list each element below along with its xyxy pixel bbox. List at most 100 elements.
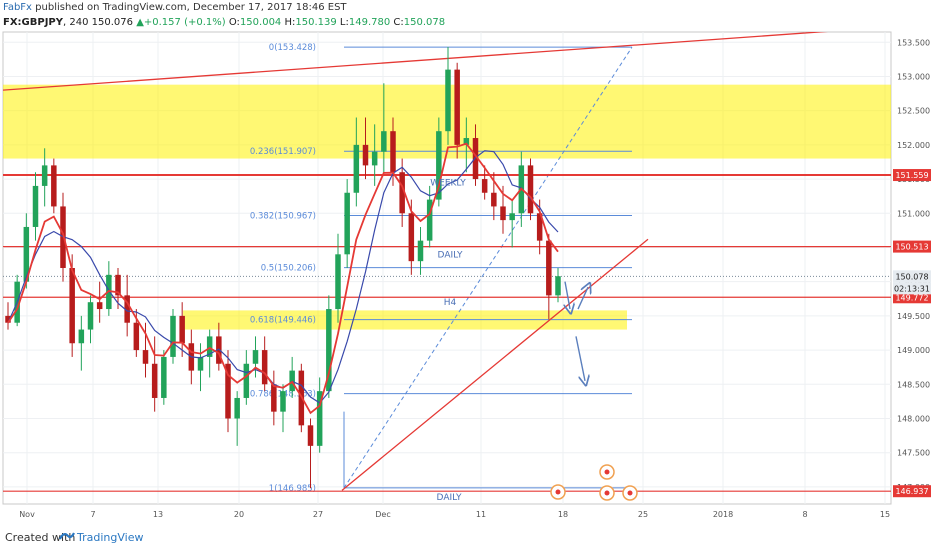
candle-body [500,206,506,221]
level-price-tag: 149.772 [895,293,928,302]
level-price-tag-bg [893,485,931,498]
candle-body [234,397,240,419]
candle-body [454,69,460,145]
candle-body [326,309,332,392]
candle-body [390,131,396,173]
low-value: 149.780 [348,17,391,28]
fib-level-label: 0(153.428) [269,43,316,53]
candle-body [280,391,286,412]
y-tick-label: 153.500 [897,38,930,47]
y-tick-label: 148.500 [897,380,930,389]
footer: Created with TradingView [0,526,932,550]
annotations: WEEKLY DAILY H4 DAILY [430,178,638,503]
x-tick-label: 11 [476,510,486,519]
horizontal-levels [3,174,891,492]
price-chart[interactable]: 0(153.428) 0.236(151.907) 0.382(150.967) 0.… [0,0,932,526]
x-tick-label: Dec [375,510,390,519]
level-price-tag: 150.513 [895,243,928,252]
fib-level-label: 1(146.985) [269,484,316,494]
candle-body [491,192,497,207]
candle-body [408,213,415,262]
publish-header: FabFx published on TradingView.com, Dece… [3,2,347,13]
candle-body [316,391,323,446]
economic-event-dot [604,469,610,475]
candle-body [353,144,360,193]
y-tick-label: 153.000 [897,72,930,81]
economic-event-dot [627,490,633,496]
candle-body [87,302,94,330]
fib-level-label: 0.618(149.446) [250,316,316,326]
candle-body [555,276,561,296]
annotation-label: DAILY [438,250,463,260]
annotation-label: WEEKLY [430,178,466,188]
last-price-tag-bg [893,270,931,283]
candle-body [417,240,424,262]
x-tick-label: 2018 [713,510,733,519]
candle-body [51,165,57,207]
x-tick-label: 8 [802,510,807,519]
candle-body [23,226,30,282]
x-axis: Nov 7 13 20 27 Dec 11 18 25 2018 8 15 [19,510,890,519]
symbol-header: FX:GBPJPY, 240 150.076 ▲+0.157 (+0.1%) O… [3,17,446,28]
close-label: C: [393,17,404,28]
candle-body [481,179,488,193]
countdown-tag: 02:13:31 [894,284,930,293]
candle-body [243,363,250,398]
level-price-tag-bg [893,240,931,253]
level-price-tag: 146.937 [895,487,928,496]
x-tick-label: 13 [153,510,163,519]
candle-body [206,336,213,357]
x-tick-label: 15 [880,510,890,519]
candle-body [115,274,121,296]
tradingview-brand[interactable]: TradingView [77,531,144,544]
y-tick-label: 149.500 [897,312,930,321]
upper-trendline [3,32,828,91]
tradingview-logo-icon [59,532,75,540]
candle-body [161,356,167,398]
candle-body [546,240,552,296]
y-axis: 153.500153.000152.500152.000151.500151.0… [897,38,930,492]
candle-body [362,144,369,166]
symbol: FX:GBPJPY [3,17,63,28]
annotation-label: DAILY [437,493,462,503]
y-tick-label: 152.000 [897,141,930,150]
candle-body [96,302,103,310]
y-tick-label: 148.000 [897,414,930,423]
candle-body [509,213,515,221]
economic-event-dot [604,490,610,496]
change: +0.157 (+0.1%) [143,17,226,28]
published-text: published on TradingView.com, December 1… [35,2,347,13]
candle-body [78,329,85,344]
candle-body [335,254,341,310]
candle-body [344,192,350,255]
y-tick-label: 152.500 [897,107,930,116]
candle-body [5,315,11,323]
candle-body [536,213,543,241]
x-tick-label: 18 [558,510,568,519]
candle-body [426,199,433,241]
rising-support-trendline [341,238,649,491]
price-labels: 151.559 150.513 149.772 146.937 150.078 02:13… [893,169,931,498]
candle-body [371,151,378,166]
candle-body [271,384,277,412]
last-price-tag: 150.078 [895,272,928,281]
candle-body [151,363,158,398]
level-price-tag-bg [893,169,931,182]
author-name[interactable]: FabFx [3,2,32,13]
fib-level-label: 0.5(150.206) [261,264,316,274]
x-tick-label: 7 [90,510,95,519]
x-tick-label: Nov [19,510,35,519]
candle-body [399,172,405,214]
candle-body [69,268,75,344]
candle-body [527,165,534,214]
open-label: O: [228,17,240,28]
level-price-tag: 151.559 [895,171,928,180]
last-price: 150.076 [91,17,133,28]
candle-body [436,131,442,200]
projection-arrow-icon [575,336,585,380]
candle-body [225,363,231,419]
fib-trend-line [343,46,633,489]
candle-body [216,336,222,364]
up-arrow-icon: ▲ [136,17,144,28]
x-tick-label: 27 [313,510,323,519]
